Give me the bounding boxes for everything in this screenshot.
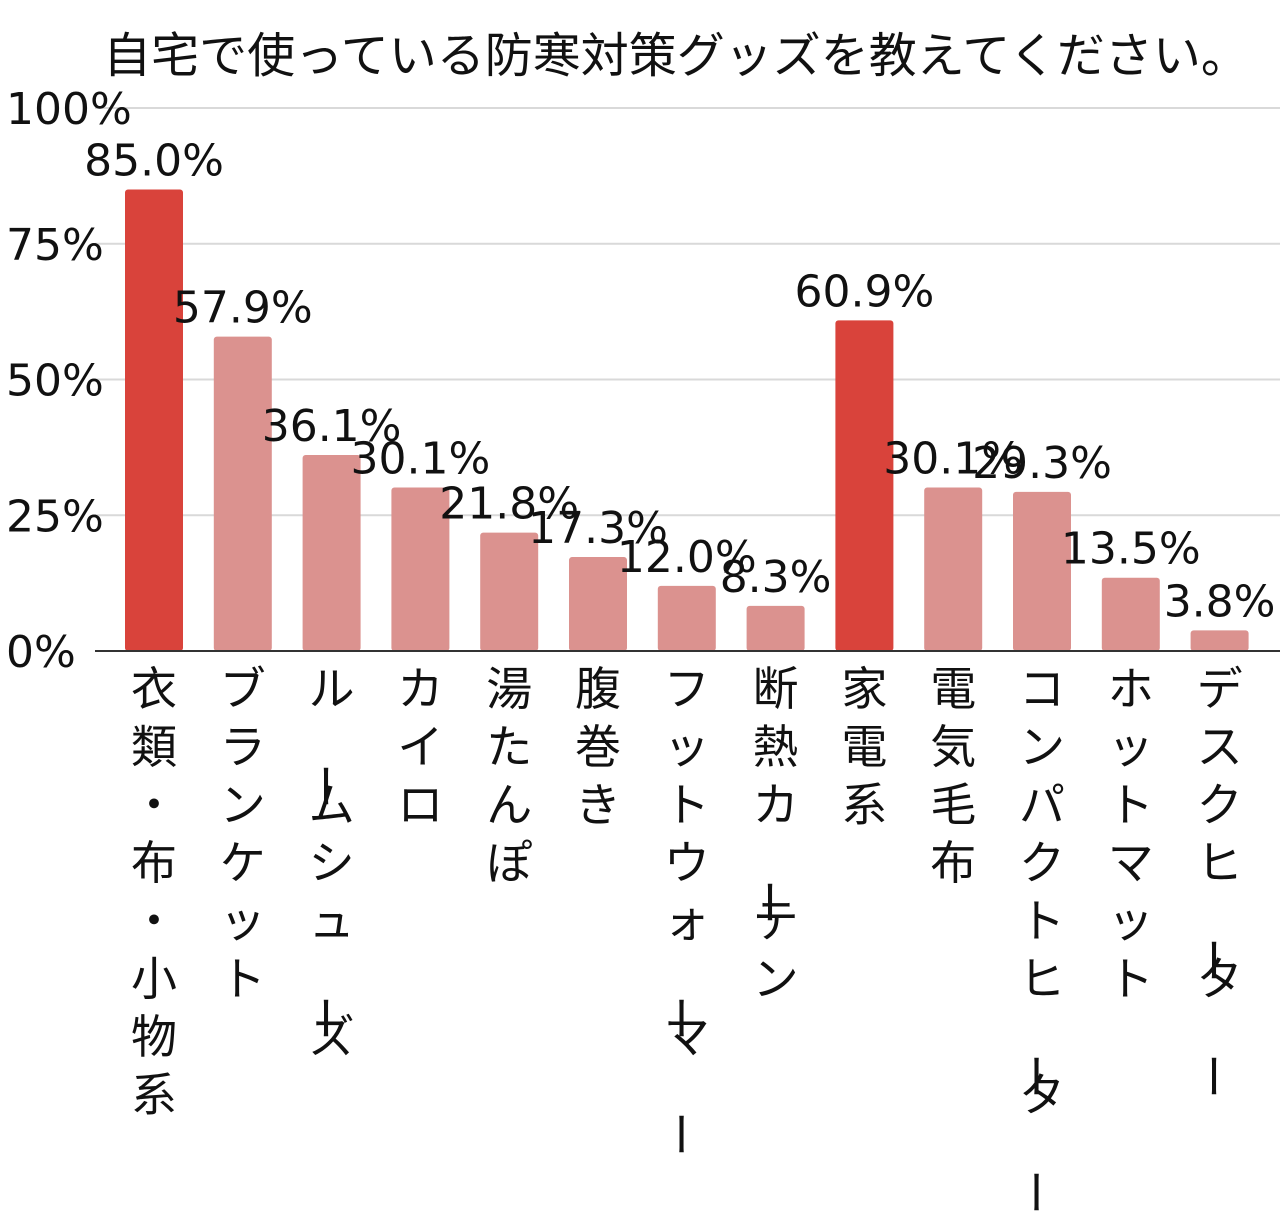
value-label: 8.3% — [720, 552, 832, 603]
value-label: 13.5% — [1061, 524, 1201, 575]
category-label: ホットマット — [1108, 662, 1154, 1006]
bar — [835, 320, 894, 651]
y-axis-ticks: 0% 25% 50% 75% 100% — [6, 84, 132, 678]
y-tick-label: 25% — [6, 491, 104, 542]
value-label: 30.1% — [351, 434, 491, 485]
bar — [480, 532, 539, 651]
value-label: 29.3% — [972, 438, 1112, 489]
bar — [746, 605, 805, 651]
category-label: 湯たんぽ — [486, 662, 532, 890]
category-label: ブランケット — [220, 662, 266, 1006]
y-tick-label: 0% — [6, 627, 76, 678]
value-label: 21.8% — [439, 479, 579, 530]
category-label: ルームシューズ — [298, 662, 355, 1064]
value-label: 85.0% — [84, 135, 224, 186]
bar — [213, 336, 272, 651]
category-label: カイロ — [397, 662, 443, 832]
bar — [1013, 491, 1071, 651]
grid-lines — [95, 107, 1280, 517]
value-label: 60.9% — [795, 266, 935, 317]
category-label: 電気毛布 — [930, 662, 976, 890]
category-label: デスクヒーター — [1186, 662, 1243, 1099]
bar — [1190, 630, 1249, 651]
value-label: 17.3% — [528, 503, 668, 554]
bar — [1101, 577, 1160, 651]
chart-title: 自宅で使っている防寒対策グッズを教えてください。 — [103, 28, 1249, 84]
y-tick-label: 100% — [6, 84, 132, 135]
bar — [569, 557, 627, 651]
value-label: 36.1% — [262, 401, 402, 452]
category-labels: 衣類・布・小物系ブランケットルームシューズカイロ湯たんぽ腹巻きフットウォーマー断… — [131, 662, 1243, 1215]
bar — [924, 487, 983, 651]
category-label: コンパクトヒーター — [1008, 662, 1065, 1215]
category-label: 断熱カーテン — [742, 662, 799, 1006]
category-label: 腹巻き — [575, 662, 621, 832]
y-tick-label: 50% — [6, 356, 104, 407]
value-labels: 85.0%57.9%36.1%30.1%21.8%17.3%12.0%8.3%6… — [84, 135, 1275, 627]
y-tick-label: 75% — [6, 220, 104, 271]
bar — [391, 487, 450, 651]
value-label: 30.1% — [883, 434, 1023, 485]
value-label: 12.0% — [617, 532, 757, 583]
bar — [125, 189, 183, 651]
bar — [657, 585, 716, 651]
category-label: 家電系 — [841, 662, 887, 832]
value-label: 3.8% — [1164, 576, 1276, 627]
bar — [302, 454, 361, 651]
category-label: 衣類・布・小物系 — [131, 662, 177, 1122]
value-label: 57.9% — [173, 283, 313, 334]
bars — [125, 189, 1249, 651]
category-label: フットウォーマー — [653, 662, 710, 1157]
